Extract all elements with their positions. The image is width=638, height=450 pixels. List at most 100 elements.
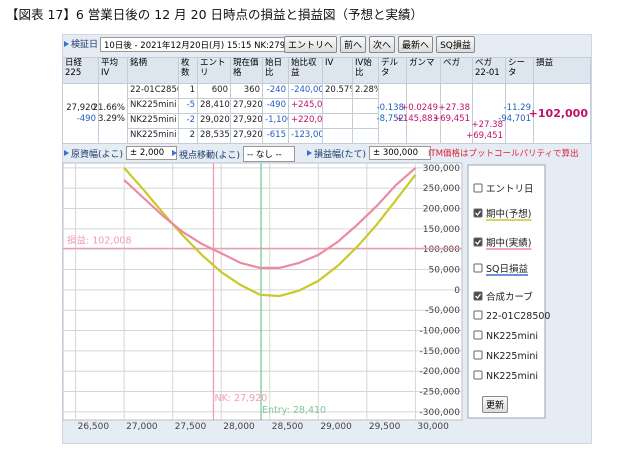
- checkbox[interactable]: [473, 310, 483, 320]
- x-tick-label: 28,500: [272, 422, 304, 432]
- summary-value: -0.138: [376, 102, 404, 113]
- table-header: エントリ: [197, 57, 231, 84]
- checkbox[interactable]: [473, 330, 483, 340]
- table-header: ベガ: [440, 57, 473, 84]
- checkbox[interactable]: [473, 263, 483, 273]
- legend-label: 期中(予想): [486, 208, 531, 220]
- table-cell: 2: [178, 128, 198, 144]
- summary-cell: +0.0249 +145,883: [396, 83, 441, 144]
- checkbox[interactable]: [473, 237, 483, 247]
- toolbar-button[interactable]: 次へ: [369, 36, 396, 53]
- table-cell-empty: [322, 113, 353, 129]
- note: ITM価格はプットコールパリティで算出: [428, 149, 579, 159]
- summary-cell: -11.29 -94,701: [498, 83, 534, 144]
- y-tick-label: -150,000: [420, 347, 461, 357]
- summary-cell: +27.38 +69,451: [466, 83, 506, 144]
- table-cell: 360: [230, 83, 263, 99]
- table-cell: -123,000: [288, 128, 329, 144]
- table-cell: -5: [178, 98, 198, 114]
- check-mark: [475, 239, 482, 245]
- summary-value: +69,451: [466, 131, 503, 141]
- summary-value: -94,701: [498, 113, 531, 124]
- toolbar-button[interactable]: SQ損益: [436, 36, 475, 53]
- table-header: IV始比: [352, 57, 379, 84]
- control-group: 原資幅(よこ) ± 2,000: [62, 146, 178, 160]
- x-tick-label: 27,500: [175, 422, 207, 432]
- toolbar-buttons: エントリへ 前へ 次へ 最新へ SQ損益: [284, 36, 475, 53]
- table-cell-empty: [352, 128, 379, 144]
- table-cell: NK225mini: [127, 113, 179, 129]
- checkbox[interactable]: [473, 350, 483, 360]
- x-tick-label: 29,000: [320, 422, 352, 432]
- control-select[interactable]: ± 300,000: [369, 146, 432, 160]
- toolbar-button[interactable]: 最新へ: [398, 36, 434, 53]
- check-mark: [475, 293, 482, 299]
- y-tick-label: -200,000: [420, 367, 461, 377]
- table-cell: 600: [197, 83, 231, 99]
- control-group: 視点移動(よこ) -- なし --: [170, 146, 295, 162]
- arrow-icon: [307, 150, 312, 156]
- table-cell-empty: [322, 98, 353, 114]
- table-cell: -2: [178, 113, 198, 129]
- page-title: 【図表 17】6 営業日後の 12 月 20 日時点の損益と損益図（予想と実績）: [6, 7, 424, 22]
- table-cell: NK225mini: [127, 98, 179, 114]
- date-select[interactable]: 10日後 - 2021年12月20日(月) 15:15 NK:27920: [100, 37, 309, 52]
- table-header: ベガ 22-01: [472, 57, 506, 84]
- summary-cell: 27,920 -490: [62, 83, 99, 144]
- checkbox[interactable]: [473, 183, 483, 193]
- legend-label: SQ日損益: [486, 263, 529, 275]
- summary-value: +145,883: [395, 113, 438, 124]
- y-tick-label: -250,000: [420, 388, 461, 398]
- legend-label: 合成カーブ: [486, 291, 533, 303]
- summary-value: +0.0249: [401, 102, 438, 113]
- x-tick-label: 29,500: [369, 422, 401, 432]
- table-cell: 27,920: [230, 128, 263, 144]
- summary-value: +69,451: [433, 113, 470, 124]
- table-cell: -240: [262, 83, 289, 99]
- table-header: 平均IV: [98, 57, 128, 84]
- toolbar-button[interactable]: エントリへ: [284, 36, 338, 53]
- arrow-icon: [172, 150, 177, 156]
- y-tick-label: 100,000: [423, 245, 460, 255]
- control-label: 損益幅(たて): [314, 149, 367, 160]
- legend-label: NK225mini: [486, 331, 538, 342]
- arrow-icon: [64, 41, 69, 47]
- control-select[interactable]: ± 2,000: [126, 146, 178, 160]
- y-tick-label: 50,000: [429, 266, 461, 276]
- table-header: IV: [322, 57, 353, 84]
- summary-cell: +102,000: [529, 83, 591, 144]
- table-cell: 27,920: [230, 113, 263, 129]
- table-cell: +245,000: [288, 98, 333, 114]
- table-cell: 20.57%: [322, 83, 357, 99]
- table-cell: -240,000: [288, 83, 329, 99]
- table-cell-empty: [322, 128, 353, 144]
- checkbox[interactable]: [473, 208, 483, 218]
- summary-value: -11.29: [503, 102, 531, 113]
- table-header: 損益: [533, 57, 591, 84]
- table-header: 始日比: [262, 57, 289, 84]
- update-button[interactable]: 更新: [482, 396, 509, 413]
- reference-label: NK: 27,920: [214, 393, 267, 404]
- reference-label: Entry: 28,410: [262, 405, 326, 416]
- check-mark: [475, 210, 482, 216]
- table-cell: -1,100: [262, 113, 292, 129]
- summary-value: +27.38: [471, 120, 503, 130]
- table-header: 枚数: [178, 57, 198, 84]
- reference-label: 損益: 102,008: [67, 234, 132, 246]
- control-label: 原資幅(よこ): [71, 149, 124, 160]
- control-select[interactable]: -- なし --: [243, 146, 295, 162]
- checkbox[interactable]: [473, 370, 483, 380]
- checkbox[interactable]: [473, 291, 483, 301]
- table-cell: 28,410: [197, 98, 231, 114]
- total-pnl: +102,000: [528, 107, 588, 120]
- table-header: デルタ: [378, 57, 407, 84]
- legend-label: 22-01C28500: [486, 311, 550, 322]
- y-tick-label: -100,000: [420, 327, 461, 337]
- table-header: 現在価格: [230, 57, 263, 84]
- toolbar-button[interactable]: 前へ: [340, 36, 367, 53]
- x-tick-label: 28,000: [223, 422, 255, 432]
- table-cell-empty: [352, 98, 379, 114]
- control-label: 視点移動(よこ): [179, 150, 241, 161]
- table-cell: +220,000: [288, 113, 333, 129]
